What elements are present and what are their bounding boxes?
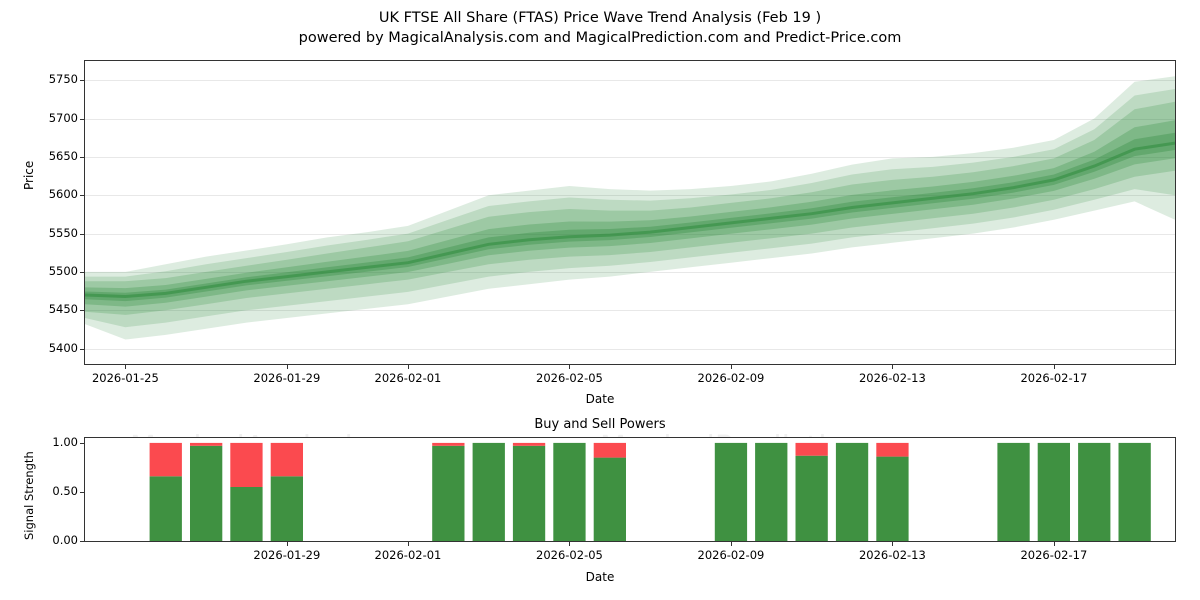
x-tick-label: 2026-02-13 — [858, 548, 926, 562]
x-tick-label: 2026-02-01 — [374, 548, 442, 562]
buy-power-bar — [190, 445, 223, 541]
y-tick-label: 0.00 — [52, 533, 78, 547]
y-tick-label: 5450 — [48, 302, 78, 317]
gridline — [85, 310, 1175, 312]
y-tick-mark — [80, 271, 84, 273]
y-tick-label: 5550 — [48, 225, 78, 240]
buy-power-bar — [593, 457, 626, 541]
sell-power-bar — [876, 442, 909, 457]
signal-bars-plot — [149, 442, 1151, 541]
x-tick-label: 2026-02-09 — [697, 548, 765, 562]
x-tick-mark — [407, 542, 409, 546]
buy-power-bar — [512, 445, 546, 541]
x-tick-mark — [1053, 542, 1055, 546]
buy-power-bar — [1078, 442, 1111, 541]
y-tick-label: 1.00 — [52, 434, 78, 449]
buy-power-bar — [755, 442, 788, 541]
x-tick-label: 2026-02-17 — [1020, 548, 1088, 562]
y-tick-label: 5700 — [48, 110, 78, 125]
buy-power-bar — [230, 487, 263, 541]
x-tick-mark — [730, 542, 732, 546]
signal-chart-xlabel: Date — [585, 570, 615, 584]
y-tick-label: 5600 — [48, 187, 78, 202]
price-band-plot — [85, 76, 1175, 340]
buy-power-bar — [714, 442, 748, 541]
price-band — [85, 76, 1175, 340]
x-tick-mark — [569, 542, 571, 546]
gridline — [85, 271, 1175, 273]
sell-power-bar — [149, 442, 182, 477]
y-tick-mark — [80, 118, 84, 120]
x-tick-label: 2026-01-29 — [253, 371, 321, 385]
buy-power-bar — [149, 476, 182, 541]
x-tick-mark — [286, 542, 288, 546]
buy-power-bar — [553, 442, 586, 541]
sell-power-bar — [432, 442, 465, 446]
price-chart-xlabel: Date — [585, 392, 615, 406]
x-tick-label: 2026-02-01 — [374, 371, 442, 385]
x-tick-label: 2026-01-25 — [91, 371, 159, 385]
buy-power-bar — [432, 445, 465, 541]
price-band — [85, 101, 1175, 315]
buy-power-bar — [997, 442, 1030, 541]
y-tick-mark — [80, 541, 84, 542]
buy-power-bar — [1037, 442, 1070, 541]
x-tick-label: 2026-02-05 — [536, 548, 603, 562]
x-tick-mark — [125, 365, 127, 369]
x-tick-label: 2026-02-09 — [697, 371, 765, 385]
price-band — [85, 120, 1175, 307]
y-tick-label: 5650 — [48, 148, 78, 163]
page-title: UK FTSE All Share (FTAS) Price Wave Tren… — [378, 10, 822, 26]
y-tick-mark — [80, 442, 84, 444]
x-tick-mark — [1053, 365, 1055, 369]
gridline — [85, 80, 1175, 82]
y-tick-label: 5400 — [48, 340, 78, 355]
x-tick-mark — [286, 365, 288, 369]
buy-power-bar — [795, 455, 828, 541]
price-wave-chart — [84, 60, 1176, 365]
y-tick-mark — [80, 195, 84, 197]
x-tick-label: 2026-02-17 — [1020, 371, 1088, 385]
buy-power-bar — [835, 442, 869, 541]
signal-chart-title: Buy and Sell Powers — [534, 417, 666, 432]
buy-power-bar — [472, 442, 505, 541]
sell-power-bar — [795, 442, 828, 456]
y-tick-mark — [80, 80, 84, 82]
y-tick-label: 5750 — [48, 72, 78, 87]
x-tick-mark — [569, 365, 571, 369]
gridline — [85, 118, 1175, 120]
price-chart-ylabel: Price — [22, 160, 36, 190]
x-tick-mark — [892, 542, 894, 546]
sell-power-bar — [512, 442, 546, 446]
x-tick-mark — [407, 365, 409, 369]
price-center-line — [85, 141, 1175, 299]
buy-sell-powers-chart — [84, 437, 1176, 542]
sell-power-bar — [270, 442, 303, 477]
gridline — [85, 195, 1175, 197]
page-subtitle: powered by MagicalAnalysis.com and Magic… — [298, 30, 902, 46]
y-tick-label: 0.50 — [52, 483, 78, 498]
x-tick-label: 2026-02-13 — [858, 371, 926, 385]
gridline — [85, 348, 1175, 350]
buy-power-bar — [270, 476, 303, 541]
buy-power-bar — [876, 456, 909, 541]
sell-power-bar — [190, 442, 223, 446]
chart-title-block: UK FTSE All Share (FTAS) Price Wave Tren… — [0, 8, 1200, 48]
y-tick-mark — [80, 156, 84, 158]
y-tick-mark — [80, 348, 84, 350]
y-tick-mark — [80, 233, 84, 235]
x-tick-label: 2026-01-29 — [253, 548, 321, 562]
y-tick-mark — [80, 491, 84, 493]
sell-power-bar — [593, 442, 626, 458]
x-tick-mark — [730, 365, 732, 369]
buy-power-bar — [1118, 442, 1151, 541]
x-tick-mark — [892, 365, 894, 369]
gridline — [85, 156, 1175, 158]
y-tick-label: 5500 — [48, 263, 78, 278]
x-tick-label: 2026-02-05 — [536, 371, 603, 385]
y-tick-mark — [80, 310, 84, 312]
sell-power-bar — [230, 442, 263, 487]
